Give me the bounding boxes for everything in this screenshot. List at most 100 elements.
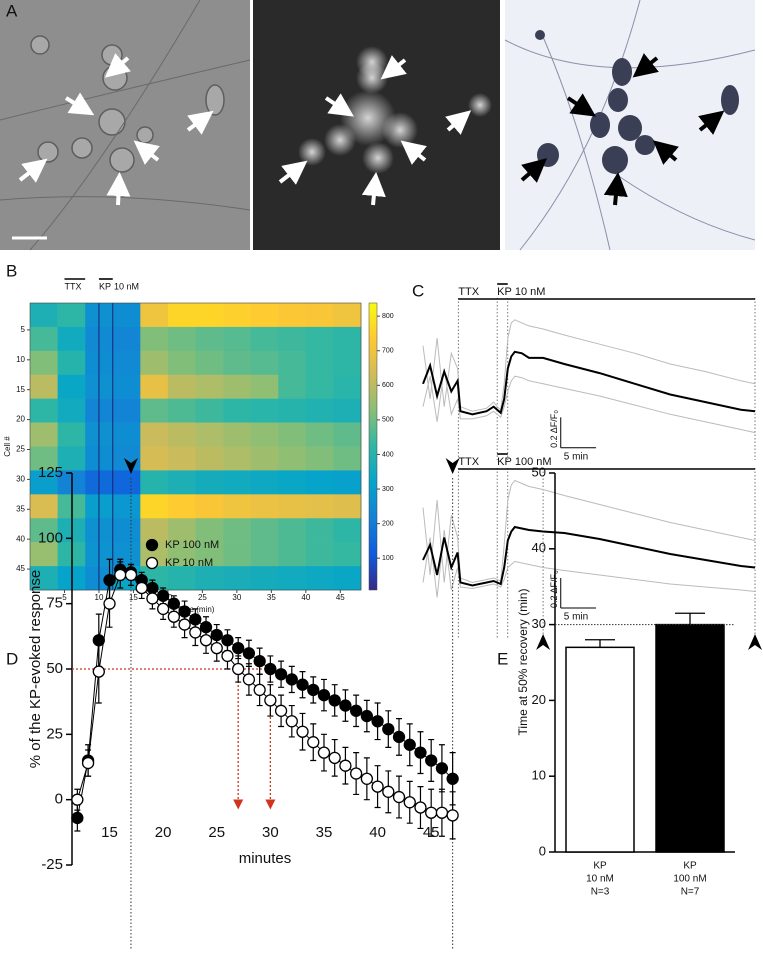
- heatmap-cell: [140, 326, 169, 352]
- x-tick-label: 40: [301, 593, 310, 602]
- point: [307, 683, 320, 697]
- heatmap-cell: [305, 374, 334, 399]
- trace-line: [422, 529, 756, 598]
- error-bar: [585, 639, 615, 648]
- heatmap-cell: [30, 566, 58, 591]
- y-axis-title: Time at 50% recovery (min): [516, 589, 530, 736]
- scalebar-y-label: 0.2 ΔF/F₀: [549, 410, 559, 448]
- point: [92, 665, 105, 678]
- x-tick-label: 40: [369, 824, 386, 841]
- heatmap-cell: [112, 494, 141, 519]
- annotation-label: KP: [497, 286, 512, 298]
- x-tick-label: 20: [155, 824, 172, 841]
- heatmap-cell: [278, 470, 307, 495]
- x-tick-label: 5: [62, 593, 67, 602]
- x-tick-label: 45: [336, 593, 345, 602]
- heatmap-cell: [278, 542, 307, 567]
- heatmap-cell: [167, 494, 196, 519]
- heatmap-cell: [30, 494, 58, 519]
- point: [392, 790, 406, 804]
- panel-letter: A: [6, 1, 18, 20]
- arrowhead: [445, 458, 460, 474]
- x-tick-label: 15: [101, 824, 118, 841]
- annotation-note: 100 nM: [515, 456, 552, 468]
- x-tick-label: 100 nM: [673, 874, 706, 885]
- heatmap-cell: [278, 326, 307, 352]
- x-tick-label: 30: [232, 593, 241, 602]
- y-tick-label: 25: [16, 445, 25, 454]
- annotation-note: 10 nM: [515, 286, 546, 298]
- heatmap-cell: [195, 374, 224, 399]
- point: [71, 793, 84, 806]
- heatmap-cell: [195, 566, 224, 591]
- x-tick-label: KP: [593, 861, 607, 872]
- point: [328, 751, 341, 765]
- y-tick-label: -25: [41, 856, 63, 873]
- heatmap-cell: [305, 422, 334, 447]
- heatmap-cell: [250, 350, 279, 376]
- heatmap-cell: [305, 566, 334, 591]
- heatmap-cell: [112, 303, 141, 328]
- heatmap-cell: [250, 566, 279, 591]
- x-tick-label: KP: [683, 861, 697, 872]
- point: [103, 597, 116, 610]
- y-tick-label: 25: [46, 725, 63, 742]
- x-tick-label: N=3: [591, 887, 610, 898]
- point: [360, 772, 374, 785]
- heatmap-cell: [30, 470, 58, 495]
- heatmap-cell: [112, 326, 141, 352]
- heatmap-cell: [195, 326, 224, 352]
- plot-frame: [29, 302, 362, 591]
- y-tick-label: 100: [38, 529, 63, 546]
- point: [156, 602, 170, 616]
- heatmap-cell: [140, 374, 169, 399]
- point: [221, 649, 234, 663]
- trace-line: [422, 319, 756, 412]
- point: [71, 811, 84, 825]
- point: [253, 655, 266, 668]
- heatmap-cell: [305, 494, 334, 519]
- heatmap-cell: [250, 470, 279, 495]
- point: [403, 738, 416, 751]
- heatmap-cell: [112, 542, 141, 567]
- heatmap-cell: [278, 566, 307, 591]
- y-tick-label: 5: [21, 325, 26, 334]
- heatmap-cell: [333, 470, 362, 495]
- point: [371, 780, 384, 793]
- point: [274, 668, 288, 681]
- point: [435, 806, 449, 819]
- legend-label: KP 10 nM: [165, 557, 213, 569]
- point: [382, 722, 395, 736]
- point: [146, 592, 159, 605]
- point: [339, 699, 352, 712]
- point: [425, 806, 438, 819]
- arrowhead: [123, 458, 138, 474]
- heatmap-cell: [167, 398, 196, 423]
- x-tick-label: 30: [262, 824, 279, 841]
- point: [425, 754, 438, 767]
- arrowhead: [536, 634, 551, 650]
- point: [360, 709, 374, 723]
- point: [349, 767, 363, 780]
- heatmap-cell: [30, 422, 58, 447]
- heatmap-cell: [112, 422, 141, 447]
- heatmap-cell: [195, 494, 224, 519]
- point: [296, 725, 309, 738]
- heatmap-cell: [333, 374, 362, 399]
- heatmap-cell: [305, 542, 334, 567]
- point: [317, 688, 331, 702]
- heatmap-cell: [305, 303, 334, 328]
- heatmap-cell: [30, 326, 58, 352]
- micrograph-fluorescence: [253, 0, 500, 250]
- y-tick-label: 45: [16, 564, 25, 573]
- heatmap-cell: [333, 566, 362, 591]
- heatmap-cell: [140, 350, 169, 376]
- heatmap-cell: [57, 326, 86, 352]
- point: [403, 796, 416, 809]
- point: [189, 626, 202, 639]
- micrograph-stained: [504, 0, 756, 251]
- point: [414, 746, 427, 759]
- point: [253, 683, 266, 697]
- trace-line: [422, 479, 756, 584]
- heatmap-cell: [333, 446, 362, 471]
